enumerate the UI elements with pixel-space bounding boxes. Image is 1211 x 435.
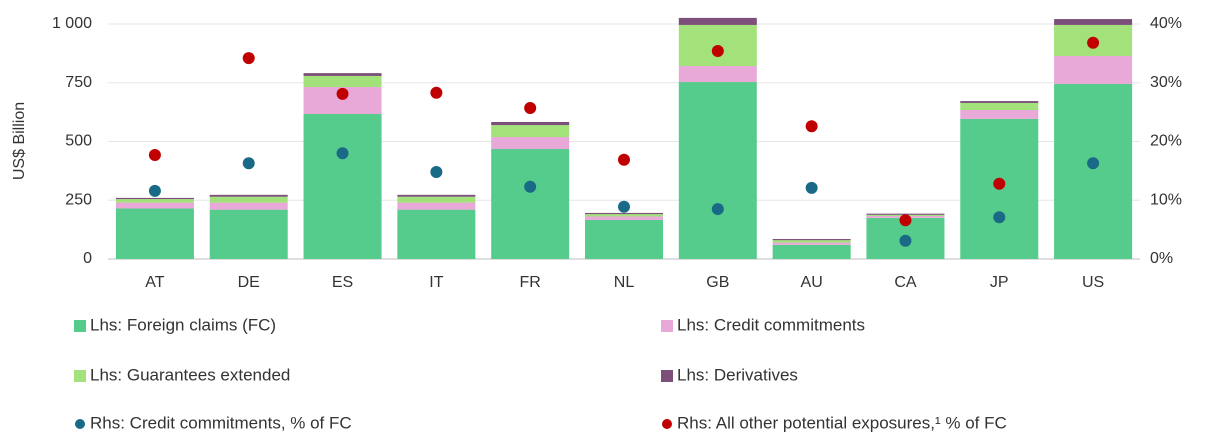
legend-label: Lhs: Credit commitments [677, 315, 865, 334]
dot [618, 200, 630, 213]
bar-segment [585, 212, 663, 215]
x-tick-label: US [1082, 274, 1104, 291]
dot [336, 147, 349, 160]
legend-swatch [74, 320, 86, 332]
dot [148, 184, 161, 197]
bar-segment [115, 202, 194, 209]
y2-tick-label: 20% [1150, 133, 1182, 150]
x-tick-label: JP [990, 274, 1009, 291]
y2-tick-label: 30% [1150, 74, 1182, 91]
bar-segment [585, 216, 663, 220]
dot [993, 177, 1006, 190]
bar-segment [303, 114, 382, 259]
bar-segment [960, 101, 1039, 103]
x-tick-label: AT [145, 274, 164, 291]
legend-swatch [661, 370, 673, 382]
x-tick-label: ES [332, 274, 353, 291]
dot [242, 52, 255, 65]
dot [524, 180, 537, 193]
y2-tick-label: 0% [1150, 250, 1173, 267]
bar-segment [397, 209, 476, 259]
legend-label: Lhs: Foreign claims (FC) [90, 315, 276, 334]
x-tick-label: DE [238, 274, 260, 291]
bar-segment [209, 202, 288, 210]
bar-segment [772, 242, 851, 245]
bar-segment [491, 125, 570, 138]
bar-segment [1054, 19, 1133, 25]
dot [899, 214, 912, 227]
x-tick-label: IT [429, 274, 443, 291]
bar-segment [585, 219, 663, 259]
bar-segment [772, 244, 851, 259]
bar-segment [772, 239, 851, 241]
dot [711, 203, 724, 216]
dot [430, 166, 443, 179]
y-axis-label: US$ Billion [11, 102, 28, 180]
y-tick-label: 750 [65, 74, 92, 91]
bar-segment [491, 137, 570, 150]
y2-tick-label: 40% [1150, 15, 1182, 32]
x-tick-label: CA [894, 274, 917, 291]
x-tick-label: NL [614, 274, 635, 291]
bar-segment [678, 66, 757, 83]
legend-swatch [74, 370, 86, 382]
legend-label: Rhs: Credit commitments, % of FC [90, 413, 352, 432]
dot [430, 86, 443, 99]
bar-segment [397, 202, 476, 210]
bar-segment [397, 196, 476, 203]
y-tick-label: 0 [83, 250, 92, 267]
bar-segment [115, 197, 194, 200]
y-tick-label: 500 [65, 133, 92, 150]
bar-segment [1054, 83, 1133, 259]
dot [711, 45, 724, 58]
dot [1087, 157, 1100, 170]
y-tick-label: 1 000 [52, 15, 92, 32]
legend-swatch [75, 419, 85, 429]
bar-segment [209, 196, 288, 203]
bar-segment [303, 73, 382, 76]
bar-segment [303, 75, 382, 87]
bar-segment [678, 82, 757, 259]
dot [805, 181, 818, 194]
bar-segment [960, 102, 1039, 111]
x-tick-label: FR [520, 274, 541, 291]
bar-segment [491, 149, 570, 259]
bar-segment [1054, 55, 1133, 84]
legend-swatch [662, 419, 672, 429]
bar-segment [772, 240, 851, 243]
legend-swatch [661, 320, 673, 332]
dot [1087, 36, 1100, 49]
bar-segment [209, 194, 288, 197]
bar-segment [678, 17, 757, 25]
dot [993, 211, 1006, 224]
dot [148, 149, 161, 162]
legend-label: Lhs: Derivatives [677, 365, 798, 384]
dot [242, 157, 255, 170]
y-tick-label: 250 [65, 191, 92, 208]
dot [899, 234, 912, 247]
legend-label: Lhs: Guarantees extended [90, 365, 290, 384]
bar-segment [115, 208, 194, 259]
y2-tick-label: 10% [1150, 191, 1182, 208]
bar-segment [585, 214, 663, 217]
x-tick-label: AU [801, 274, 823, 291]
bar-segment [491, 121, 570, 126]
bar-segment [115, 199, 194, 203]
bar-segment [397, 194, 476, 197]
dot [524, 102, 537, 115]
bar-segment [960, 110, 1039, 119]
bar-segment [209, 209, 288, 259]
dot [618, 153, 630, 166]
legend-label: Rhs: All other potential exposures,¹ % o… [677, 413, 1007, 432]
dot [805, 120, 818, 133]
x-tick-label: GB [706, 274, 729, 291]
dot [336, 87, 349, 100]
